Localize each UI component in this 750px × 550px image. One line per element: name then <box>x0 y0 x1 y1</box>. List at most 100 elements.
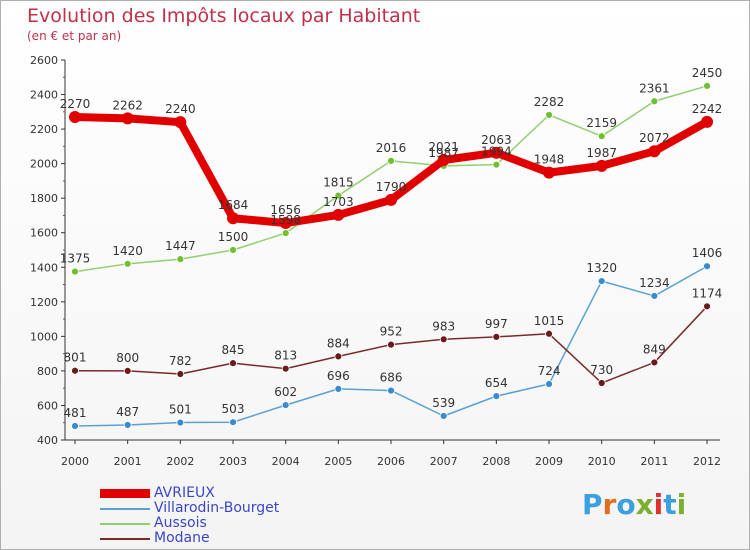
data-point <box>387 340 395 349</box>
data-point <box>543 166 556 179</box>
data-label: 1703 <box>323 195 354 209</box>
y-tick-label: 1600 <box>30 227 58 240</box>
data-label: 730 <box>590 363 613 377</box>
data-label: 501 <box>169 403 192 417</box>
data-label: 801 <box>64 351 87 365</box>
chart-title: Evolution des Impôts locaux par Habitant <box>27 5 421 27</box>
data-label: 2450 <box>692 66 723 80</box>
legend-label: Modane <box>154 530 210 546</box>
data-label: 782 <box>169 354 192 368</box>
data-label: 2282 <box>534 95 565 109</box>
y-tick-label: 1800 <box>30 192 58 205</box>
legend-item: Aussois <box>100 516 279 531</box>
y-tick-label: 1000 <box>30 330 58 343</box>
data-label: 1598 <box>270 213 301 227</box>
y-tick-label: 1200 <box>30 296 58 309</box>
logo-letter: x <box>635 488 654 521</box>
data-label: 1790 <box>376 180 407 194</box>
x-tick-label: 2010 <box>588 455 616 468</box>
data-point <box>597 379 606 387</box>
data-label: 1234 <box>639 276 670 290</box>
y-tick-label: 2600 <box>30 54 58 67</box>
chart-legend: AVRIEUX Villarodin-Bourget Aussois Modane <box>100 486 279 546</box>
legend-swatch <box>100 507 150 510</box>
data-point <box>650 292 659 300</box>
y-tick-label: 600 <box>37 399 58 412</box>
data-point <box>334 191 343 200</box>
data-label: 1320 <box>586 261 617 275</box>
data-point <box>281 364 290 373</box>
y-tick-label: 2400 <box>30 89 58 102</box>
data-label: 1815 <box>323 176 354 190</box>
data-label: 2016 <box>376 141 407 155</box>
data-label: 845 <box>222 343 245 357</box>
data-point <box>597 277 606 285</box>
data-point <box>439 335 448 344</box>
data-point <box>281 229 290 237</box>
x-tick-label: 2003 <box>219 455 247 468</box>
data-label: 1656 <box>270 203 301 217</box>
data-label: 1948 <box>534 153 565 167</box>
data-label: 849 <box>643 342 666 356</box>
data-point <box>650 97 659 106</box>
data-point <box>648 145 661 158</box>
data-label: 952 <box>380 325 403 339</box>
logo-letter: i <box>653 488 664 521</box>
data-point <box>123 259 132 268</box>
x-tick-label: 2007 <box>430 455 458 468</box>
x-tick-label: 2008 <box>482 455 510 468</box>
data-point <box>492 160 501 169</box>
legend-swatch <box>100 522 150 525</box>
legend-item: Villarodin-Bourget <box>100 501 279 516</box>
data-label: 487 <box>116 405 139 419</box>
y-tick-label: 800 <box>37 365 58 378</box>
data-label: 1015 <box>534 314 565 328</box>
legend-swatch <box>100 489 150 498</box>
data-point <box>545 380 553 388</box>
logo-letter: r <box>602 488 617 521</box>
data-point <box>597 132 606 141</box>
data-label: 696 <box>327 369 350 383</box>
x-tick-label: 2000 <box>61 455 89 468</box>
data-label: 1994 <box>481 145 512 159</box>
data-label: 602 <box>274 385 297 399</box>
data-point <box>385 193 398 206</box>
data-point <box>387 386 395 395</box>
logo-letter: t <box>663 488 677 521</box>
data-point <box>176 255 185 264</box>
series-line-avrieux <box>71 113 712 228</box>
x-tick-label: 2011 <box>640 455 668 468</box>
data-point <box>595 159 608 172</box>
data-point <box>279 217 292 230</box>
data-point <box>387 156 395 165</box>
data-point <box>703 302 711 311</box>
data-point <box>545 329 553 338</box>
data-label: 654 <box>485 376 508 390</box>
data-point <box>437 154 450 167</box>
data-point <box>281 401 290 410</box>
data-label: 2240 <box>165 102 196 116</box>
legend-label: Aussois <box>154 515 207 531</box>
logo-letter: i <box>676 488 687 521</box>
data-point <box>650 358 659 367</box>
data-point <box>71 366 79 375</box>
data-point <box>492 332 501 341</box>
data-label: 983 <box>432 319 455 333</box>
data-label: 800 <box>116 351 139 365</box>
data-label: 2021 <box>428 140 459 154</box>
x-tick-label: 2006 <box>377 455 405 468</box>
x-tick-label: 2001 <box>114 455 142 468</box>
data-label: 2242 <box>692 102 723 116</box>
x-tick-label: 2009 <box>535 455 563 468</box>
data-point <box>334 352 343 361</box>
data-point <box>334 384 343 393</box>
data-point <box>492 392 501 401</box>
y-tick-label: 1400 <box>30 261 58 274</box>
data-label: 1987 <box>428 146 459 160</box>
x-tick-label: 2012 <box>693 455 721 468</box>
data-label: 1447 <box>165 239 196 253</box>
data-label: 1375 <box>60 252 91 266</box>
x-tick-label: 2005 <box>324 455 352 468</box>
